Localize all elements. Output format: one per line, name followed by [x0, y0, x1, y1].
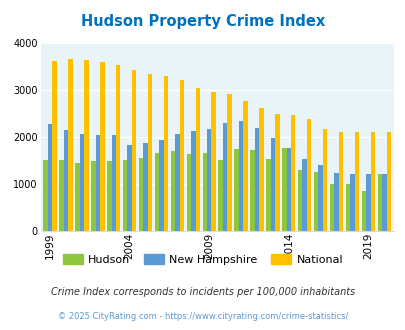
Bar — [79, 134, 84, 231]
Bar — [322, 129, 326, 231]
Text: Hudson Property Crime Index: Hudson Property Crime Index — [81, 14, 324, 29]
Bar — [139, 158, 143, 231]
Bar — [243, 101, 247, 231]
Bar — [179, 80, 183, 231]
Bar — [238, 121, 243, 231]
Bar — [250, 149, 254, 231]
Bar — [116, 65, 120, 231]
Bar — [377, 174, 381, 231]
Bar — [234, 149, 238, 231]
Bar — [218, 160, 222, 231]
Bar — [338, 132, 342, 231]
Bar — [222, 123, 227, 231]
Bar — [361, 191, 365, 231]
Bar — [270, 138, 275, 231]
Bar — [107, 161, 111, 231]
Bar — [171, 151, 175, 231]
Bar — [52, 61, 57, 231]
Bar — [333, 173, 338, 231]
Bar — [59, 160, 64, 231]
Bar — [163, 76, 168, 231]
Bar — [297, 170, 302, 231]
Text: © 2025 CityRating.com - https://www.cityrating.com/crime-statistics/: © 2025 CityRating.com - https://www.city… — [58, 312, 347, 321]
Bar — [100, 62, 104, 231]
Bar — [123, 160, 127, 231]
Bar — [306, 119, 311, 231]
Bar — [350, 174, 354, 231]
Bar — [175, 134, 179, 231]
Bar — [266, 159, 270, 231]
Legend: Hudson, New Hampshire, National: Hudson, New Hampshire, National — [58, 250, 347, 269]
Bar — [91, 161, 96, 231]
Bar — [281, 148, 286, 231]
Bar — [43, 160, 48, 231]
Bar — [143, 143, 147, 231]
Bar — [191, 131, 195, 231]
Bar — [258, 108, 263, 231]
Bar — [290, 115, 295, 231]
Bar — [286, 148, 290, 231]
Bar — [313, 172, 318, 231]
Bar — [186, 154, 191, 231]
Bar — [211, 92, 215, 231]
Bar — [202, 153, 207, 231]
Bar — [68, 59, 72, 231]
Bar — [354, 132, 358, 231]
Bar — [370, 132, 374, 231]
Bar — [127, 146, 132, 231]
Bar — [147, 74, 152, 231]
Bar — [275, 114, 279, 231]
Text: Crime Index corresponds to incidents per 100,000 inhabitants: Crime Index corresponds to incidents per… — [51, 287, 354, 297]
Bar — [381, 174, 386, 231]
Bar — [207, 129, 211, 231]
Bar — [75, 163, 79, 231]
Bar — [64, 130, 68, 231]
Bar — [227, 94, 231, 231]
Bar — [111, 135, 116, 231]
Bar — [154, 153, 159, 231]
Bar — [132, 70, 136, 231]
Bar — [365, 174, 370, 231]
Bar — [329, 183, 333, 231]
Bar — [302, 159, 306, 231]
Bar — [386, 132, 390, 231]
Bar — [318, 165, 322, 231]
Bar — [195, 88, 200, 231]
Bar — [159, 140, 163, 231]
Bar — [48, 124, 52, 231]
Bar — [254, 128, 258, 231]
Bar — [96, 135, 100, 231]
Bar — [345, 184, 350, 231]
Bar — [84, 60, 88, 231]
